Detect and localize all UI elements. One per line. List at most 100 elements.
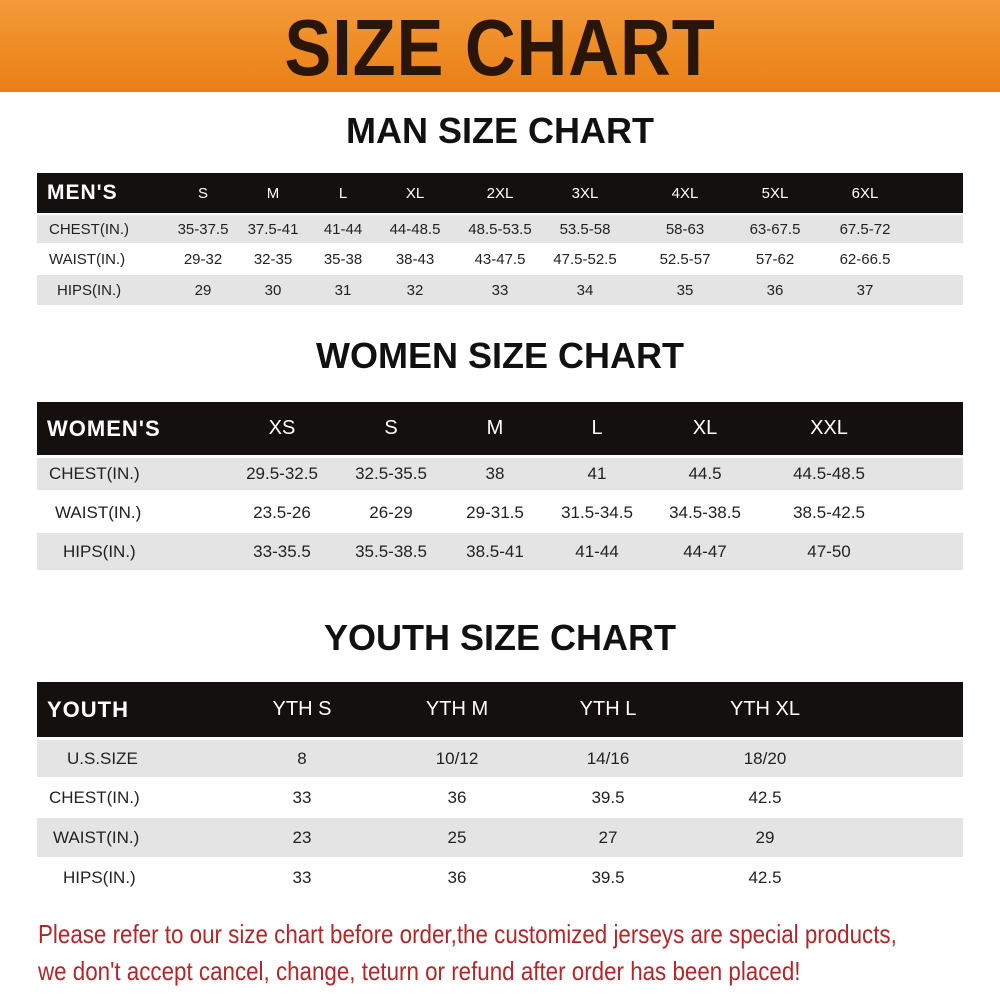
row-label: U.S.SIZE bbox=[67, 748, 138, 768]
table-header-row: MEN'S S M L XL 2XL 3XL 4XL 5XL 6XL bbox=[37, 173, 963, 213]
table-cell: 62-66.5 bbox=[839, 250, 891, 268]
row-label: CHEST(IN.) bbox=[49, 787, 140, 807]
size-column-header: M bbox=[486, 417, 504, 439]
table-header-row: YOUTH YTH S YTH M YTH L YTH XL bbox=[37, 682, 963, 737]
row-label: WAIST(IN.) bbox=[55, 502, 142, 522]
size-column-header: M bbox=[266, 184, 280, 202]
table-row: CHEST(IN.) 29.5-32.5 32.5-35.5 38 41 44.5 44.5… bbox=[37, 458, 963, 490]
table-cell: 34 bbox=[576, 281, 594, 299]
table-cell: 48.5-53.5 bbox=[468, 220, 532, 238]
table-cell: 29 bbox=[194, 281, 212, 299]
table-header-row: WOMEN'S XS S M L XL XXL bbox=[37, 402, 963, 455]
table-cell: 38-43 bbox=[395, 250, 435, 268]
table-cell: 31 bbox=[334, 281, 352, 299]
table-cell: 36 bbox=[766, 281, 784, 299]
table-cell: 52.5-57 bbox=[659, 250, 711, 268]
table-cell: 33 bbox=[292, 787, 312, 807]
table-row: CHEST(IN.) 35-37.5 37.5-41 41-44 44-48.5 48.5… bbox=[37, 215, 963, 243]
table-cell: 29-31.5 bbox=[466, 502, 524, 522]
table-cell: 58-63 bbox=[665, 220, 705, 238]
row-label: HIPS(IN.) bbox=[63, 541, 136, 561]
row-label: HIPS(IN.) bbox=[63, 868, 136, 887]
table-cell: 38 bbox=[485, 464, 505, 483]
table-cell: 34.5-38.5 bbox=[669, 502, 741, 522]
row-label: CHEST(IN.) bbox=[49, 220, 129, 238]
table-cell: 41 bbox=[587, 464, 607, 483]
table-cell: 57-62 bbox=[755, 250, 795, 268]
header-label: WOMEN'S bbox=[47, 415, 161, 441]
men-section-title: MAN SIZE CHART bbox=[346, 110, 654, 151]
size-column-header: 5XL bbox=[761, 184, 789, 202]
table-row: U.S.SIZE 8 10/12 14/16 18/20 bbox=[37, 740, 963, 777]
table-cell: 27 bbox=[598, 827, 618, 847]
table-cell: 31.5-34.5 bbox=[561, 502, 633, 522]
notice-line-1: Please refer to our size chart before or… bbox=[38, 919, 897, 949]
table-cell: 37 bbox=[856, 281, 874, 299]
table-cell: 35 bbox=[676, 281, 694, 299]
table-cell: 41-44 bbox=[575, 541, 619, 561]
table-cell: 10/12 bbox=[435, 748, 479, 768]
size-column-header: XS bbox=[268, 417, 296, 439]
size-column-header: 6XL bbox=[851, 184, 879, 202]
table-cell: 23.5-26 bbox=[253, 502, 311, 522]
table-cell: 35.5-38.5 bbox=[355, 541, 427, 561]
size-column-header: 2XL bbox=[486, 184, 514, 202]
table-row: WAIST(IN.) 29-32 32-35 35-38 38-43 43-47.5 47.… bbox=[37, 245, 963, 273]
table-cell: 47-50 bbox=[807, 541, 851, 561]
table-cell: 26-29 bbox=[369, 502, 413, 522]
table-cell: 44.5-48.5 bbox=[793, 464, 865, 483]
size-column-header: L bbox=[591, 417, 603, 439]
size-column-header: XXL bbox=[810, 417, 848, 439]
table-cell: 44-47 bbox=[683, 541, 727, 561]
table-row: HIPS(IN.) 33 36 39.5 42.5 bbox=[37, 858, 963, 898]
table-cell: 32-35 bbox=[253, 250, 293, 268]
table-row: HIPS(IN.) 29 30 31 32 33 34 35 36 37 bbox=[37, 275, 963, 305]
table-cell: 42.5 bbox=[748, 868, 782, 887]
table-cell: 43-47.5 bbox=[474, 250, 526, 268]
table-cell: 42.5 bbox=[748, 787, 782, 807]
table-cell: 35-37.5 bbox=[177, 220, 229, 238]
table-cell: 35-38 bbox=[323, 250, 363, 268]
row-label: CHEST(IN.) bbox=[49, 464, 140, 483]
table-cell: 14/16 bbox=[586, 748, 630, 768]
table-cell: 8 bbox=[297, 748, 307, 768]
size-column-header: 4XL bbox=[671, 184, 699, 202]
size-column-header: YTH XL bbox=[729, 698, 801, 720]
table-cell: 29-32 bbox=[183, 250, 223, 268]
banner: SIZE CHART bbox=[0, 0, 1000, 92]
banner-title: SIZE CHART bbox=[284, 3, 716, 92]
table-cell: 32.5-35.5 bbox=[355, 464, 427, 483]
size-column-header: L bbox=[338, 184, 348, 202]
table-cell: 36 bbox=[447, 787, 467, 807]
table-cell: 33 bbox=[491, 281, 509, 299]
table-cell: 67.5-72 bbox=[839, 220, 891, 238]
table-cell: 44.5 bbox=[688, 464, 722, 483]
table-cell: 29.5-32.5 bbox=[246, 464, 318, 483]
table-cell: 32 bbox=[406, 281, 424, 299]
table-cell: 39.5 bbox=[591, 787, 625, 807]
table-cell: 44-48.5 bbox=[389, 220, 441, 238]
table-cell: 38.5-42.5 bbox=[793, 502, 865, 522]
table-cell: 23 bbox=[292, 827, 312, 847]
table-cell: 30 bbox=[264, 281, 282, 299]
table-cell: 33-35.5 bbox=[253, 541, 311, 561]
table-cell: 41-44 bbox=[323, 220, 363, 238]
table-row: WAIST(IN.) 23.5-26 26-29 29-31.5 31.5-34.5 34… bbox=[37, 495, 963, 530]
women-section-title: WOMEN SIZE CHART bbox=[316, 335, 684, 376]
table-cell: 53.5-58 bbox=[559, 220, 611, 238]
size-column-header: 3XL bbox=[571, 184, 599, 202]
table-cell: 39.5 bbox=[591, 868, 625, 887]
table-cell: 63-67.5 bbox=[749, 220, 801, 238]
row-label: WAIST(IN.) bbox=[49, 250, 126, 268]
table-row: HIPS(IN.) 33-35.5 35.5-38.5 38.5-41 41-44 44-… bbox=[37, 533, 963, 570]
header-label: MEN'S bbox=[47, 181, 118, 204]
table-cell: 18/20 bbox=[743, 748, 787, 768]
table-cell: 36 bbox=[447, 868, 467, 887]
size-column-header: S bbox=[197, 184, 209, 202]
table-cell: 37.5-41 bbox=[247, 220, 299, 238]
table-row: CHEST(IN.) 33 36 39.5 42.5 bbox=[37, 778, 963, 817]
size-column-header: YTH S bbox=[272, 698, 332, 720]
table-cell: 25 bbox=[447, 827, 467, 847]
table-cell: 29 bbox=[755, 827, 775, 847]
size-column-header: XL bbox=[405, 184, 425, 202]
